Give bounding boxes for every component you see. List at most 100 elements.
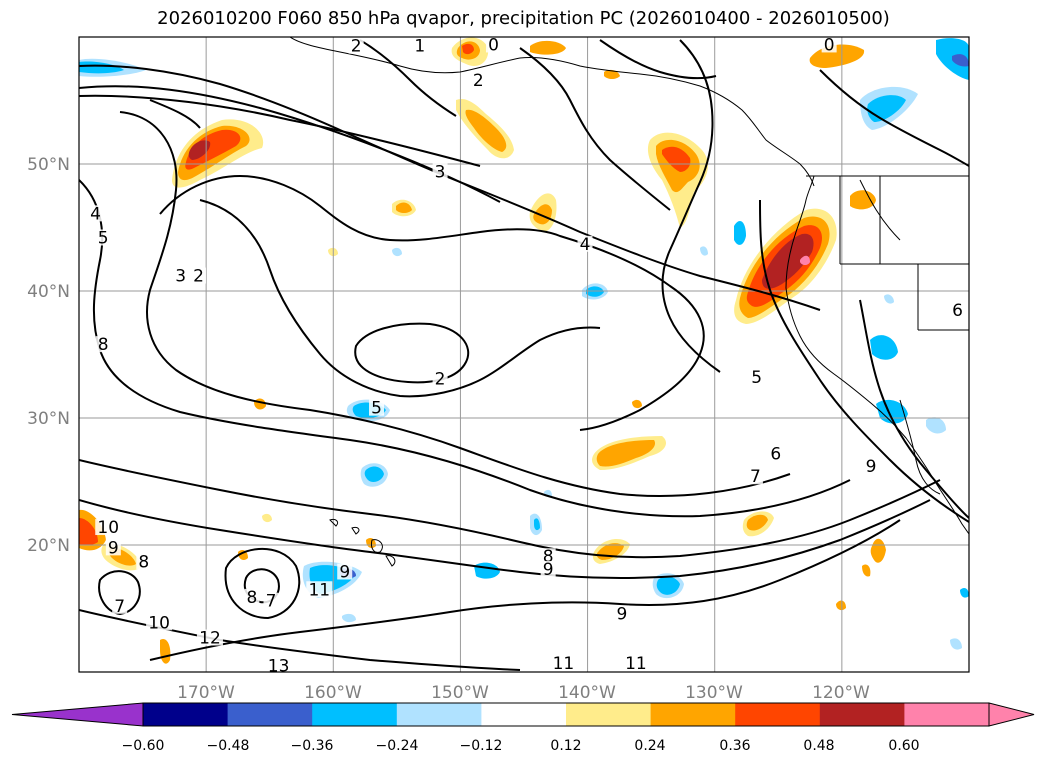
contour-label: 2 bbox=[473, 71, 484, 91]
contour-label: 6 bbox=[770, 444, 781, 464]
contour-label: 4 bbox=[580, 235, 591, 255]
contour-label: 8 bbox=[247, 588, 258, 608]
contour-label-background bbox=[337, 563, 353, 580]
positive-anomaly bbox=[79, 518, 98, 546]
negative-anomaly bbox=[700, 246, 708, 256]
contour-label-background bbox=[263, 592, 279, 609]
negative-anomaly bbox=[364, 466, 384, 482]
colorbar-segment bbox=[819, 703, 905, 726]
contour-label-background bbox=[173, 267, 189, 284]
colorbar-tick: 0.60 bbox=[888, 738, 919, 754]
positive-anomaly bbox=[533, 204, 552, 225]
contour-label: 9 bbox=[543, 560, 554, 580]
contour-label-background bbox=[821, 36, 837, 53]
negative-anomaly bbox=[952, 54, 969, 67]
colorbar-segment bbox=[396, 703, 482, 726]
map-title: 2026010200 F060 850 hPa qvapor, precipit… bbox=[157, 8, 890, 29]
contour-label-background bbox=[136, 553, 152, 570]
colorbar-segment bbox=[566, 703, 652, 726]
lon-label: 140°W bbox=[558, 683, 616, 703]
contour-line bbox=[79, 459, 941, 559]
lat-label: 40°N bbox=[27, 282, 70, 302]
contour-line bbox=[519, 47, 671, 211]
bc-coastline bbox=[785, 175, 969, 535]
contour-label-background bbox=[196, 629, 223, 646]
us-state-borders bbox=[839, 176, 969, 331]
lon-label: 130°W bbox=[685, 683, 743, 703]
contour-line bbox=[119, 111, 791, 497]
contour-line bbox=[354, 322, 470, 384]
contour-label-background bbox=[105, 539, 121, 556]
longitude-labels: 170°W 160°W 150°W 140°W 130°W 120°W bbox=[177, 683, 870, 703]
lat-label: 50°N bbox=[27, 155, 70, 175]
positive-anomaly bbox=[662, 146, 691, 172]
contour-label: 8 bbox=[543, 547, 554, 567]
contour-label: 8 bbox=[138, 552, 149, 572]
colorbar-tick: −0.12 bbox=[460, 738, 503, 754]
contour-label-background bbox=[369, 399, 385, 416]
contour-line bbox=[599, 39, 717, 80]
contour-label-background bbox=[863, 458, 879, 475]
contour-line bbox=[159, 174, 705, 431]
graticule bbox=[79, 37, 969, 672]
colorbar-segment bbox=[650, 703, 736, 726]
contour-label: 2 bbox=[435, 369, 446, 389]
negative-anomaly bbox=[734, 221, 746, 245]
contour-label-background bbox=[95, 336, 111, 353]
contour-label-background bbox=[470, 71, 486, 88]
contour-label-background bbox=[950, 301, 966, 318]
contour-label: 10 bbox=[97, 518, 119, 538]
positive-anomaly bbox=[762, 233, 814, 289]
contour-label: 10 bbox=[148, 613, 170, 633]
mexico-coastline bbox=[899, 399, 941, 495]
positive-anomaly bbox=[632, 399, 642, 409]
positive-anomaly bbox=[836, 600, 846, 611]
contour-line bbox=[661, 39, 721, 373]
contour-label-background bbox=[614, 605, 630, 622]
colorbar-tick: −0.48 bbox=[207, 738, 250, 754]
colorbar-extend-low bbox=[11, 702, 144, 727]
contour-label: 5 bbox=[98, 228, 109, 248]
contour-line bbox=[759, 199, 969, 523]
contour-label: 0 bbox=[824, 35, 835, 55]
contour-label: 0 bbox=[488, 35, 499, 55]
contour-line bbox=[79, 179, 851, 518]
contour-label-background bbox=[540, 548, 556, 565]
contour-line bbox=[98, 570, 141, 616]
precipitation-shading bbox=[79, 37, 969, 664]
positive-anomaly bbox=[396, 202, 412, 213]
negative-anomaly bbox=[534, 518, 540, 531]
contour-line bbox=[859, 299, 969, 519]
contour-label: 2 bbox=[193, 267, 204, 287]
negative-anomaly bbox=[950, 638, 962, 650]
coastlines bbox=[289, 37, 969, 567]
positive-anomaly bbox=[746, 514, 768, 531]
negative-anomaly bbox=[884, 294, 894, 304]
contour-label-background bbox=[244, 588, 260, 605]
lon-label: 170°W bbox=[177, 683, 235, 703]
colorbar-tick-labels: −0.60 −0.48 −0.36 −0.24 −0.12 0.12 0.24 … bbox=[122, 738, 920, 754]
contour-label-background bbox=[112, 597, 128, 614]
contour-label: 7 bbox=[266, 592, 277, 612]
negative-anomaly bbox=[656, 576, 680, 595]
lon-label: 150°W bbox=[431, 683, 489, 703]
contour-label-background bbox=[95, 229, 111, 246]
colorbar-segment bbox=[735, 703, 821, 726]
contour-label: 11 bbox=[308, 580, 330, 600]
contour-label: 12 bbox=[199, 629, 221, 649]
colorbar-tick: −0.24 bbox=[376, 738, 419, 754]
negative-anomaly bbox=[870, 335, 898, 360]
positive-anomaly bbox=[462, 43, 474, 55]
positive-anomaly bbox=[262, 513, 272, 523]
contour-label-background bbox=[768, 445, 784, 462]
contour-label: 5 bbox=[751, 368, 762, 388]
negative-anomaly bbox=[960, 588, 969, 598]
contour-label-background bbox=[749, 369, 765, 386]
positive-anomaly bbox=[465, 109, 507, 152]
contour-label: 2 bbox=[351, 37, 362, 57]
contour-label-background bbox=[191, 267, 207, 284]
contour-label-background bbox=[146, 614, 173, 631]
contour-label: 9 bbox=[108, 538, 119, 558]
contour-label-background bbox=[485, 36, 501, 53]
